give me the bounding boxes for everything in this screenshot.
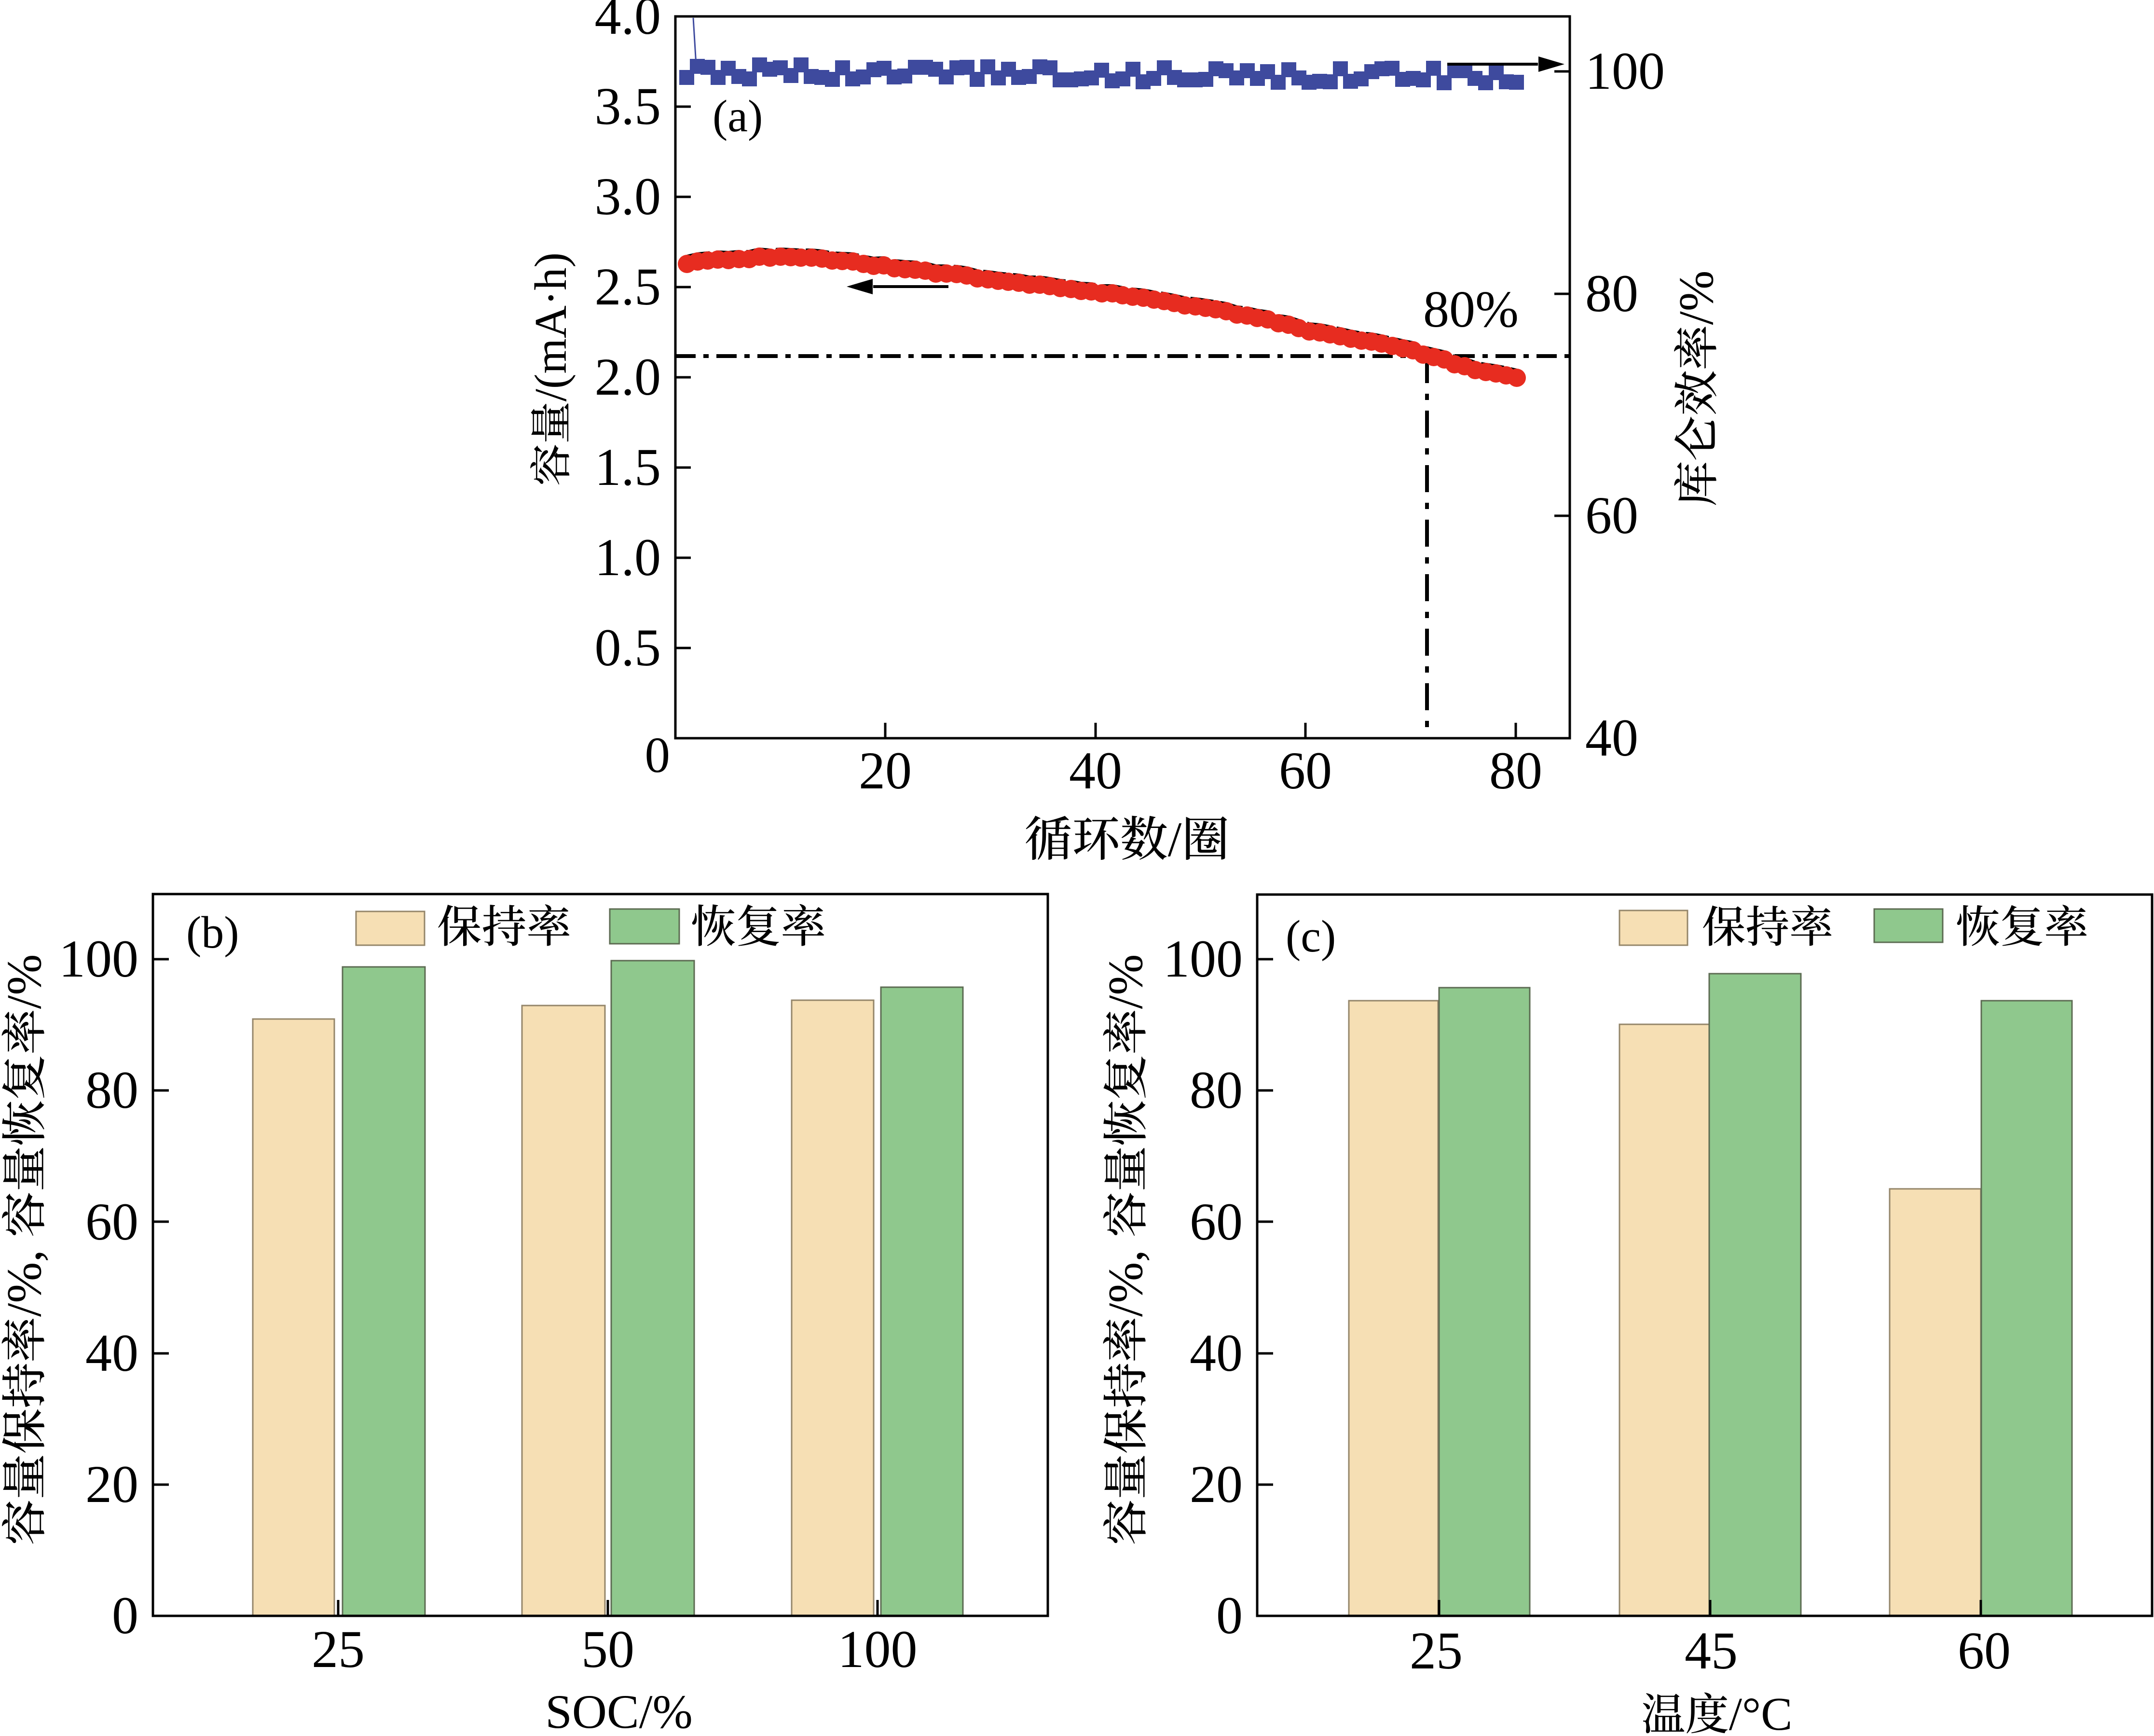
svg-text:100: 100 — [1585, 41, 1665, 100]
svg-text:(a): (a) — [713, 91, 763, 141]
svg-text:2.5: 2.5 — [595, 257, 661, 316]
svg-text:40: 40 — [1585, 708, 1638, 767]
svg-text:100: 100 — [59, 929, 138, 988]
svg-text:60: 60 — [1190, 1192, 1243, 1251]
svg-text:45: 45 — [1685, 1621, 1738, 1680]
svg-text:80: 80 — [1190, 1061, 1243, 1119]
svg-text:60: 60 — [1585, 486, 1638, 545]
svg-text:(b): (b) — [186, 908, 239, 958]
svg-text:100: 100 — [1163, 929, 1243, 988]
svg-text:/(mA·h): /(mA·h) — [526, 252, 576, 401]
svg-text:80%: 80% — [1423, 281, 1519, 338]
svg-text:/%,: /%, — [1098, 1250, 1153, 1317]
svg-text:4.0: 4.0 — [595, 0, 661, 45]
svg-text:0: 0 — [112, 1586, 138, 1645]
svg-text:100: 100 — [838, 1620, 918, 1679]
svg-text:25: 25 — [312, 1620, 365, 1679]
svg-text:60: 60 — [85, 1192, 138, 1251]
svg-text:0: 0 — [645, 727, 671, 783]
svg-text:3.0: 3.0 — [595, 167, 661, 226]
svg-text:/%: /% — [0, 954, 52, 1009]
svg-text:SOC/%: SOC/% — [545, 1685, 693, 1736]
svg-text:40: 40 — [1069, 741, 1122, 800]
svg-text:20: 20 — [859, 741, 912, 800]
svg-text:60: 60 — [1279, 741, 1332, 800]
svg-text:/°C: /°C — [1729, 1688, 1793, 1736]
svg-text:/: / — [1168, 812, 1182, 867]
svg-text:0.5: 0.5 — [595, 618, 661, 677]
svg-text:20: 20 — [1190, 1455, 1243, 1514]
svg-text:80: 80 — [85, 1061, 138, 1119]
svg-text:2.0: 2.0 — [595, 347, 661, 406]
svg-text:60: 60 — [1958, 1621, 2011, 1680]
svg-text:1.0: 1.0 — [595, 528, 661, 587]
svg-text:80: 80 — [1585, 264, 1638, 323]
svg-text:20: 20 — [85, 1455, 138, 1514]
svg-text:40: 40 — [1190, 1323, 1243, 1382]
svg-text:1.5: 1.5 — [595, 438, 661, 496]
svg-text:0: 0 — [1216, 1586, 1243, 1645]
svg-text:80: 80 — [1489, 741, 1542, 800]
svg-text:40: 40 — [85, 1323, 138, 1382]
svg-text:3.5: 3.5 — [595, 77, 661, 136]
svg-text:(c): (c) — [1286, 911, 1336, 962]
svg-text:50: 50 — [581, 1620, 634, 1679]
svg-text:25: 25 — [1410, 1621, 1463, 1680]
svg-text:/%: /% — [1669, 271, 1723, 325]
svg-text:/%: /% — [1098, 954, 1153, 1009]
svg-text:/%,: /%, — [0, 1250, 52, 1317]
